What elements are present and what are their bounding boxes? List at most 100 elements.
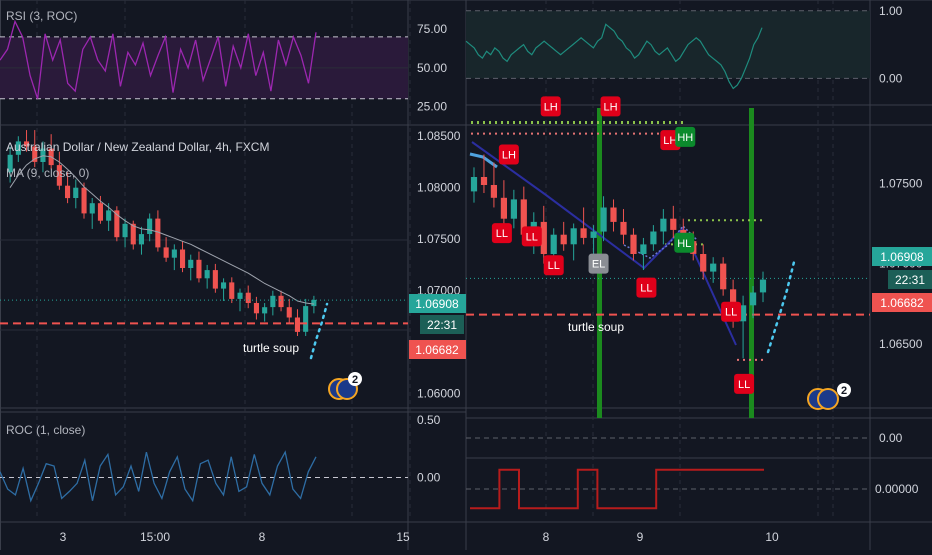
left-candle — [253, 303, 259, 314]
right-price-tick-label: 1.07500 — [879, 176, 923, 190]
pivot-label-box — [543, 255, 564, 276]
pivot-label-ll: LL — [521, 226, 542, 247]
pivot-label-box — [491, 223, 512, 244]
rsi-title: RSI (3, ROC) — [6, 9, 77, 23]
pivot-label-ll: LL — [491, 223, 512, 244]
left-candle — [294, 317, 300, 332]
right-signal-pane[interactable] — [466, 437, 870, 510]
left-candle — [40, 148, 46, 162]
left-candle — [204, 270, 210, 279]
badge-count: 2 — [352, 374, 358, 386]
pivot-label-text: LL — [526, 231, 538, 243]
roc-tick-label: 0.50 — [417, 413, 441, 427]
right-candle — [500, 197, 507, 219]
left-candle — [212, 270, 218, 289]
pivot-label-box — [636, 277, 657, 298]
currency-flag-badge-right[interactable]: 2 — [807, 383, 851, 410]
level-tag-left-value: 1.06682 — [415, 343, 459, 357]
right-candle — [660, 218, 667, 232]
right-candle — [640, 244, 647, 254]
right-candle — [700, 254, 707, 272]
left-candle — [81, 187, 87, 214]
level-tag-left: 1.06682 — [409, 340, 466, 359]
left-candle — [138, 234, 144, 245]
pivot-label-box — [540, 96, 561, 117]
roc-title: ROC (1, close) — [6, 423, 85, 437]
left-price-pane[interactable] — [0, 130, 408, 360]
left-candle — [106, 210, 112, 221]
pivot-label-box — [600, 96, 621, 117]
left-roc-pane[interactable] — [0, 450, 408, 503]
left-candle — [245, 292, 251, 303]
right-top-oscillator-pane[interactable] — [465, 10, 870, 90]
rsi-tick-label: 75.00 — [417, 22, 447, 36]
left-rsi-pane[interactable] — [0, 19, 408, 100]
left-candle — [122, 223, 128, 238]
badge-count-bg — [348, 372, 362, 386]
right-candle — [710, 263, 717, 272]
pivot-label-box — [588, 253, 609, 274]
rsi-tick-label: 25.00 — [417, 100, 447, 114]
flag-nzd-icon — [817, 388, 839, 410]
right-candle — [620, 221, 627, 235]
left-candle — [163, 247, 169, 258]
left-candle — [270, 295, 276, 308]
right-candle — [750, 292, 757, 306]
pivot-label-text: LH — [663, 135, 677, 147]
pivot-label-box — [721, 301, 742, 322]
price-tag-right: 1.06908 — [872, 247, 932, 266]
osc-line — [465, 23, 763, 90]
right-price-tick-label: 1.06500 — [879, 337, 923, 351]
level-tag-right: 1.06682 — [872, 293, 932, 312]
right-candle — [510, 199, 517, 219]
projection-dots — [309, 302, 329, 360]
left-candle — [130, 223, 136, 245]
pivot-label-box — [498, 144, 519, 165]
left-candle — [147, 218, 153, 234]
pivot-label-hh: HH — [675, 126, 696, 147]
pivot-label-hl: HL — [674, 232, 695, 253]
pivot-label-lh: LH — [498, 144, 519, 165]
right-time-label: 8 — [543, 530, 550, 544]
rsi-line — [0, 19, 317, 99]
pivot-label-text: LL — [548, 260, 560, 272]
left-candle — [32, 146, 38, 162]
projection-dots — [766, 256, 797, 354]
pivot-label-text: LL — [496, 228, 508, 240]
roc-tick-label: 0.00 — [417, 471, 441, 485]
left-candle — [56, 165, 62, 186]
left-time-label: 3 — [60, 530, 67, 544]
pivot-label-el: EL — [588, 253, 609, 274]
pivot-label-text: HL — [677, 238, 691, 250]
right-time-label: 9 — [637, 530, 644, 544]
roc-line — [0, 450, 317, 503]
left-candle — [15, 141, 21, 155]
time-tag-left: 22:31 — [420, 315, 464, 334]
pivot-label-lh: LH — [600, 96, 621, 117]
left-price-tick-label: 1.08000 — [417, 181, 461, 195]
left-candle — [286, 307, 292, 318]
pivot-label-ll: LL — [734, 373, 755, 394]
pivot-label-lh: LH — [540, 96, 561, 117]
left-candle — [237, 292, 243, 299]
right-candle — [570, 228, 577, 245]
left-candle — [229, 282, 235, 299]
pivot-label-text: LL — [725, 307, 737, 319]
right-candle — [550, 234, 557, 254]
right-candle — [740, 305, 747, 322]
left-candle — [73, 187, 79, 198]
rsi-tick-label: 50.00 — [417, 61, 447, 75]
right-candle — [630, 234, 637, 254]
pivot-label-text: LH — [603, 101, 617, 113]
currency-flag-badge-left[interactable]: 2 — [328, 372, 362, 400]
pivot-label-box — [521, 226, 542, 247]
left-candle — [155, 218, 161, 248]
left-price-axis[interactable]: 75.0050.0025.001.085001.080001.075001.07… — [0, 22, 466, 544]
left-candle — [196, 259, 202, 279]
left-candle — [303, 306, 309, 332]
pivot-label-text: EL — [592, 259, 605, 271]
right-candle — [520, 199, 527, 235]
left-candle — [97, 203, 103, 221]
